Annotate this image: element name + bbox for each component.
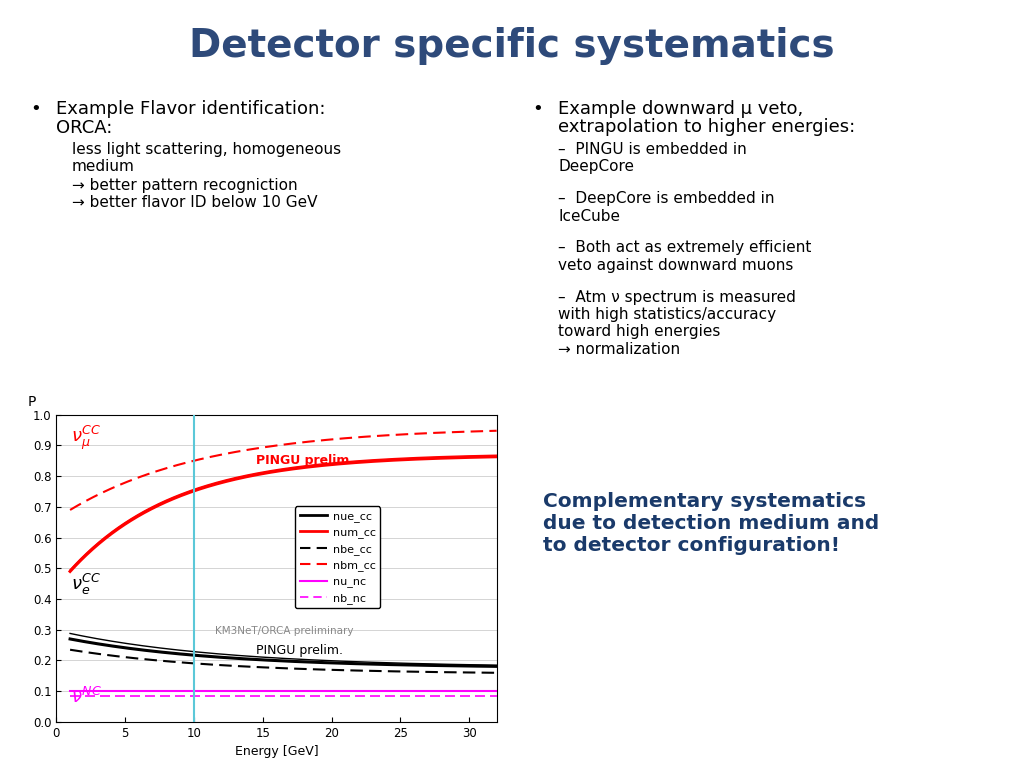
nu_nc <box>232 687 245 696</box>
nbe_cc <box>116 652 128 661</box>
num_cc <box>63 567 76 576</box>
nue_cc <box>372 660 384 669</box>
Text: Complementary systematics
due to detection medium and
to detector configuration!: Complementary systematics due to detecti… <box>543 492 879 554</box>
nb_nc <box>63 691 76 700</box>
nu_nc <box>372 687 384 696</box>
Text: PINGU prelim.: PINGU prelim. <box>256 454 354 467</box>
nue_cc <box>374 660 386 669</box>
num_cc <box>490 452 503 462</box>
nb_nc <box>374 691 386 700</box>
nue_cc <box>332 658 344 667</box>
Text: Detector specific systematics: Detector specific systematics <box>189 27 835 65</box>
nbm_cc <box>203 452 215 462</box>
num_cc <box>332 459 344 468</box>
Text: ORCA:: ORCA: <box>56 119 113 137</box>
nbm_cc <box>232 447 245 456</box>
nbe_cc <box>374 667 386 676</box>
Y-axis label: P: P <box>28 395 36 409</box>
nu_nc <box>490 687 503 696</box>
nbm_cc <box>374 431 386 440</box>
num_cc <box>203 482 215 491</box>
Text: → better flavor ID below 10 GeV: → better flavor ID below 10 GeV <box>72 195 317 210</box>
nbm_cc <box>490 426 503 435</box>
nue_cc <box>63 634 76 644</box>
Text: Example Flavor identification:: Example Flavor identification: <box>56 100 326 118</box>
Text: $\nu_\mu^{CC}$: $\nu_\mu^{CC}$ <box>72 424 102 452</box>
X-axis label: Energy [GeV]: Energy [GeV] <box>234 745 318 758</box>
nu_nc <box>374 687 386 696</box>
nu_nc <box>63 687 76 696</box>
nbe_cc <box>490 668 503 677</box>
nbe_cc <box>203 660 215 669</box>
Text: KM3NeT/ORCA preliminary: KM3NeT/ORCA preliminary <box>215 627 353 637</box>
nbe_cc <box>332 665 344 674</box>
Text: –  Atm ν spectrum is measured
with high statistics/accuracy
toward high energies: – Atm ν spectrum is measured with high s… <box>558 290 796 357</box>
nue_cc <box>116 643 128 652</box>
Text: –  DeepCore is embedded in
IceCube: – DeepCore is embedded in IceCube <box>558 191 774 223</box>
nb_nc <box>490 691 503 700</box>
nb_nc <box>372 691 384 700</box>
nu_nc <box>332 687 344 696</box>
Text: PINGU prelim.: PINGU prelim. <box>256 644 343 657</box>
Line: nbm_cc: nbm_cc <box>70 431 497 510</box>
Text: –  Both act as extremely efficient
veto against downward muons: – Both act as extremely efficient veto a… <box>558 240 811 273</box>
nue_cc <box>232 654 245 663</box>
Legend: nue_cc, num_cc, nbe_cc, nbm_cc, nu_nc, nb_nc: nue_cc, num_cc, nbe_cc, nbm_cc, nu_nc, n… <box>295 506 381 608</box>
nb_nc <box>116 691 128 700</box>
Text: •: • <box>532 100 543 118</box>
nb_nc <box>232 691 245 700</box>
nue_cc <box>490 662 503 671</box>
nb_nc <box>332 691 344 700</box>
nbm_cc <box>63 505 76 515</box>
nb_nc <box>203 691 215 700</box>
Text: Example downward μ veto,: Example downward μ veto, <box>558 100 804 118</box>
nbm_cc <box>372 432 384 441</box>
nbe_cc <box>372 667 384 676</box>
Text: $\nu_e^{CC}$: $\nu_e^{CC}$ <box>72 571 102 597</box>
num_cc <box>116 522 128 531</box>
nbm_cc <box>116 479 128 488</box>
Text: •: • <box>31 100 41 118</box>
nbe_cc <box>232 661 245 670</box>
nbm_cc <box>332 434 344 443</box>
Line: num_cc: num_cc <box>70 457 497 571</box>
Text: medium: medium <box>72 159 134 174</box>
nu_nc <box>116 687 128 696</box>
Text: → better pattern recogniction: → better pattern recogniction <box>72 178 297 194</box>
Line: nue_cc: nue_cc <box>70 639 497 667</box>
nue_cc <box>203 652 215 661</box>
num_cc <box>372 456 384 465</box>
Text: less light scattering, homogeneous: less light scattering, homogeneous <box>72 142 341 157</box>
Text: $\nu^{NC}$: $\nu^{NC}$ <box>72 687 102 707</box>
Line: nbe_cc: nbe_cc <box>70 650 497 673</box>
num_cc <box>374 456 386 465</box>
Text: –  PINGU is embedded in
DeepCore: – PINGU is embedded in DeepCore <box>558 142 746 174</box>
nbe_cc <box>63 645 76 654</box>
num_cc <box>232 474 245 483</box>
Text: extrapolation to higher energies:: extrapolation to higher energies: <box>558 118 855 135</box>
nu_nc <box>203 687 215 696</box>
